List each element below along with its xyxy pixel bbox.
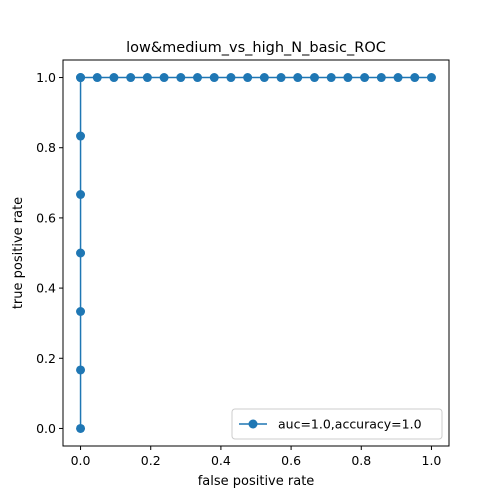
roc-point	[326, 73, 336, 83]
roc-point	[259, 73, 269, 83]
x-axis-label: false positive rate	[198, 474, 315, 489]
legend: auc=1.0,accuracy=1.0	[231, 408, 443, 440]
roc-point	[142, 73, 152, 83]
roc-point	[92, 73, 102, 83]
legend-box	[231, 408, 443, 440]
x-tick-label: 1.0	[422, 453, 442, 468]
y-tick-label: 0.6	[36, 210, 56, 225]
y-tick-label: 0.0	[36, 421, 56, 436]
roc-point	[276, 73, 286, 83]
roc-point	[76, 190, 86, 200]
series-layer	[76, 73, 436, 433]
plot-frame	[62, 59, 450, 447]
roc-point	[76, 306, 86, 316]
roc-curve-line	[79, 76, 432, 429]
x-tick-label: 0.2	[141, 453, 161, 468]
roc-point	[76, 248, 86, 258]
roc-point	[209, 73, 219, 83]
roc-point	[243, 73, 253, 83]
x-axis-ticks: 0.0 0.2 0.4 0.6 0.8 1.0	[71, 446, 442, 468]
roc-point	[76, 423, 86, 433]
roc-point	[293, 73, 303, 83]
y-tick-label: 1.0	[36, 70, 56, 85]
roc-point	[226, 73, 236, 83]
roc-point	[393, 73, 403, 83]
chart-title: low&medium_vs_high_N_basic_ROC	[126, 40, 386, 56]
legend-label: auc=1.0,accuracy=1.0	[278, 417, 422, 432]
legend-marker-sample	[248, 419, 258, 429]
y-tick-label: 0.2	[36, 351, 56, 366]
roc-point	[109, 73, 119, 83]
roc-point	[76, 365, 86, 375]
x-tick-label: 0.0	[71, 453, 91, 468]
roc-point	[176, 73, 186, 83]
y-tick-label: 0.8	[36, 140, 56, 155]
x-tick-label: 0.8	[351, 453, 371, 468]
roc-point	[76, 131, 86, 141]
roc-point	[343, 73, 353, 83]
roc-point	[76, 73, 86, 83]
y-axis-label: true positive rate	[11, 197, 26, 309]
roc-point	[426, 73, 436, 83]
roc-point	[159, 73, 169, 83]
roc-point	[193, 73, 203, 83]
roc-point	[376, 73, 386, 83]
roc-point	[410, 73, 420, 83]
y-axis-ticks: 0.0 0.2 0.4 0.6 0.8 1.0	[36, 70, 63, 436]
x-tick-label: 0.4	[211, 453, 231, 468]
roc-point	[126, 73, 136, 83]
x-tick-label: 0.6	[281, 453, 301, 468]
y-tick-label: 0.4	[36, 281, 56, 296]
roc-point	[309, 73, 319, 83]
roc-point	[360, 73, 370, 83]
